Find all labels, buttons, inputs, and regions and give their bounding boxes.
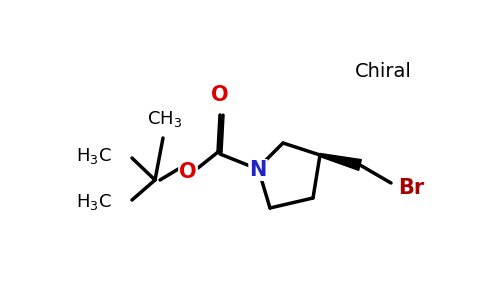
Text: O: O xyxy=(179,162,197,182)
Polygon shape xyxy=(319,154,362,170)
Text: N: N xyxy=(249,160,267,180)
Text: N: N xyxy=(249,160,267,180)
Text: CH$_3$: CH$_3$ xyxy=(148,109,182,129)
Text: H$_3$C: H$_3$C xyxy=(76,146,112,166)
Text: O: O xyxy=(211,85,229,105)
Text: H$_3$C: H$_3$C xyxy=(76,192,112,212)
Text: Br: Br xyxy=(398,178,424,198)
Text: Chiral: Chiral xyxy=(355,62,412,81)
